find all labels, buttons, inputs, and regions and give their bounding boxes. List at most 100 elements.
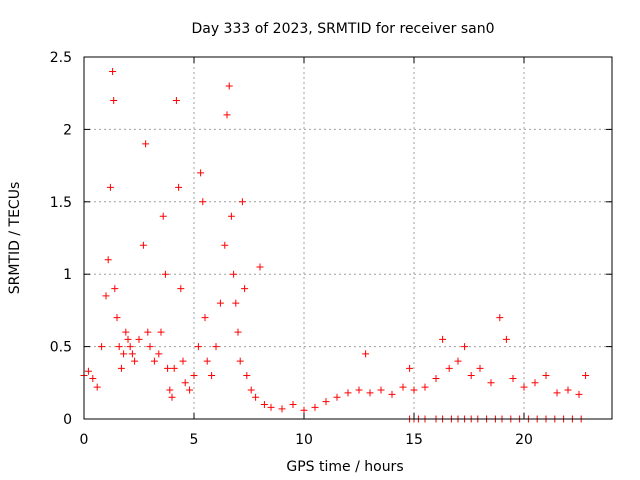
data-point — [509, 374, 517, 382]
data-point — [146, 343, 154, 351]
data-point — [230, 270, 238, 278]
data-point — [234, 328, 242, 336]
data-point — [322, 398, 330, 406]
data-point — [496, 314, 504, 322]
data-point — [553, 389, 561, 397]
y-tick-label: 1.5 — [50, 195, 72, 211]
data-point — [170, 364, 178, 372]
data-point — [124, 335, 132, 343]
data-point — [166, 386, 174, 394]
data-point — [542, 372, 550, 380]
data-point — [126, 343, 134, 351]
data-point — [159, 212, 167, 220]
data-point — [98, 343, 106, 351]
data-point — [467, 372, 475, 380]
x-tick-label: 10 — [295, 432, 313, 448]
data-point — [476, 364, 484, 372]
data-point — [502, 335, 510, 343]
data-point — [454, 357, 462, 365]
data-point — [120, 350, 128, 358]
data-point — [208, 372, 216, 380]
data-point — [181, 379, 189, 387]
data-point — [225, 82, 233, 90]
data-point — [333, 393, 341, 401]
data-point — [399, 383, 407, 391]
data-point — [106, 183, 114, 191]
x-tick-label: 15 — [405, 432, 423, 448]
data-point — [175, 183, 183, 191]
data-point — [388, 390, 396, 398]
data-point — [168, 393, 176, 401]
data-point — [531, 379, 539, 387]
data-point — [194, 343, 202, 351]
data-point — [161, 270, 169, 278]
data-point — [410, 386, 418, 394]
data-point — [238, 198, 246, 206]
data-point — [260, 401, 268, 409]
data-point — [201, 314, 209, 322]
data-point — [582, 372, 590, 380]
y-tick-label: 1 — [63, 267, 72, 283]
y-axis-ticks: 0 0.5 1 1.5 2 2.5 — [50, 50, 612, 428]
data-point — [461, 343, 469, 351]
data-point — [487, 379, 495, 387]
data-point — [300, 406, 308, 414]
data-point — [344, 389, 352, 397]
y-axis-title: SRMTID / TECUs — [7, 182, 23, 295]
data-point — [575, 390, 583, 398]
data-point — [216, 299, 224, 307]
x-tick-label: 0 — [80, 432, 89, 448]
data-point — [421, 383, 429, 391]
data-point — [406, 364, 414, 372]
data-point — [150, 357, 158, 365]
data-point — [267, 403, 275, 411]
data-point — [289, 401, 297, 409]
grid — [84, 57, 612, 419]
data-point — [278, 405, 286, 413]
data-point — [104, 256, 112, 264]
data-point — [115, 343, 123, 351]
data-point — [164, 364, 172, 372]
data-point — [179, 357, 187, 365]
data-point — [110, 96, 118, 104]
data-point — [113, 314, 121, 322]
data-point — [236, 357, 244, 365]
data-point — [177, 285, 185, 293]
data-point — [128, 350, 136, 358]
y-tick-label: 2.5 — [50, 50, 72, 66]
data-point — [432, 374, 440, 382]
data-point — [139, 241, 147, 249]
data-point — [93, 383, 101, 391]
data-point — [199, 198, 207, 206]
x-axis-ticks: 0 5 10 15 20 — [80, 57, 533, 448]
data-point — [241, 285, 249, 293]
data-point — [355, 386, 363, 394]
data-point — [252, 393, 260, 401]
data-point — [117, 364, 125, 372]
data-point — [212, 343, 220, 351]
data-point — [122, 328, 130, 336]
data-point — [135, 335, 143, 343]
y-tick-label: 2 — [63, 122, 72, 138]
data-point — [197, 169, 205, 177]
data-point — [203, 357, 211, 365]
data-point — [157, 328, 165, 336]
data-points — [80, 67, 590, 423]
data-point — [186, 386, 194, 394]
data-point — [520, 383, 528, 391]
x-tick-label: 20 — [515, 432, 533, 448]
data-point — [227, 212, 235, 220]
data-point — [84, 367, 92, 375]
data-point — [155, 350, 163, 358]
plot-frame — [83, 56, 613, 420]
data-point — [362, 350, 370, 358]
data-point — [190, 372, 198, 380]
data-point — [366, 389, 374, 397]
data-point — [109, 67, 117, 75]
data-point — [172, 96, 180, 104]
data-point — [111, 285, 119, 293]
y-tick-label: 0.5 — [50, 340, 72, 356]
data-point — [89, 374, 97, 382]
